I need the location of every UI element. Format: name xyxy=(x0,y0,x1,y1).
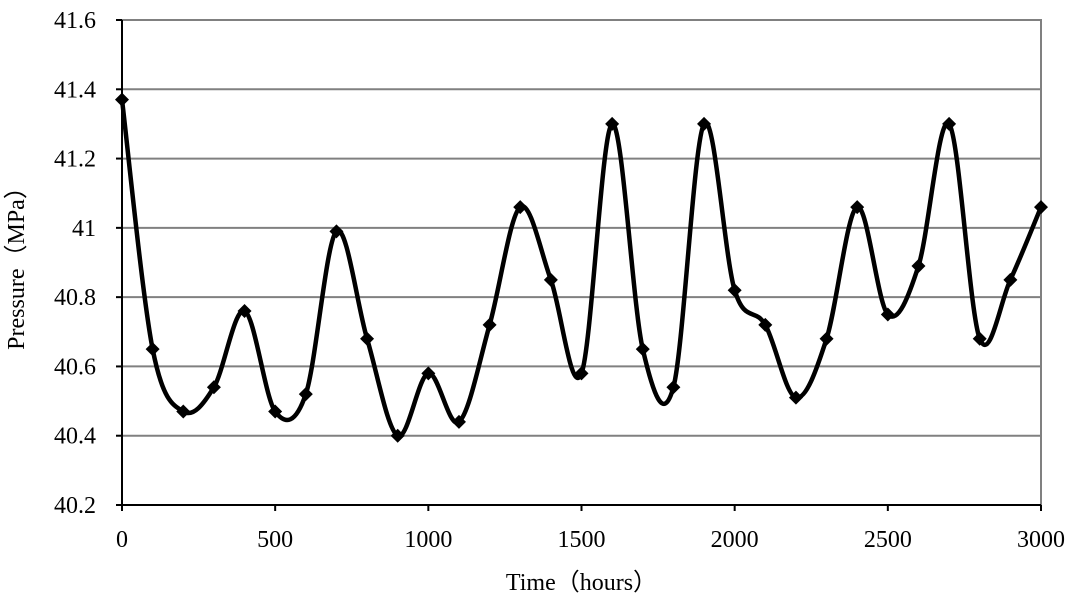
series-line-0 xyxy=(119,99,1044,438)
data-point-0 xyxy=(115,92,129,107)
data-point-13 xyxy=(513,200,528,215)
y-tick-label-2: 40.6 xyxy=(54,354,96,380)
plot-frame xyxy=(121,19,1042,506)
x-tick-label-5: 2500 xyxy=(864,527,912,553)
y-tick-label-6: 41.4 xyxy=(54,77,96,103)
x-axis-title: Time（hours） xyxy=(506,570,657,596)
y-tick-label-0: 40.2 xyxy=(54,493,96,519)
x-tick-label-2: 1000 xyxy=(404,527,452,553)
data-point-21 xyxy=(758,317,773,332)
gridlines xyxy=(122,19,1041,506)
y-axis-title: Pressure（MPa） xyxy=(4,175,30,350)
data-point-17 xyxy=(635,342,650,357)
y-tick-label-4: 41 xyxy=(72,216,96,242)
data-point-16 xyxy=(605,116,620,131)
data-point-26 xyxy=(911,258,926,273)
x-tick-label-0: 0 xyxy=(116,527,128,553)
data-point-24 xyxy=(850,200,865,215)
y-tick-labels: 40.2 40.4 40.6 40.8 41 41.2 41.4 41.6 xyxy=(54,8,96,519)
data-point-30 xyxy=(1034,200,1048,215)
series xyxy=(115,92,1048,443)
x-tick-labels: 0 500 1000 1500 2000 2500 3000 xyxy=(116,527,1065,553)
data-point-4 xyxy=(237,304,252,318)
data-point-1 xyxy=(145,342,160,357)
data-point-5 xyxy=(268,404,283,419)
data-point-12 xyxy=(482,317,497,332)
data-point-28 xyxy=(972,331,987,346)
data-point-19 xyxy=(697,116,712,131)
data-point-10 xyxy=(421,366,436,381)
x-tick-label-6: 3000 xyxy=(1017,527,1065,553)
data-point-15 xyxy=(574,366,589,381)
data-point-18 xyxy=(666,380,681,395)
data-point-6 xyxy=(298,387,313,402)
data-point-9 xyxy=(390,428,405,443)
y-tick-label-7: 41.6 xyxy=(54,8,96,34)
data-point-3 xyxy=(206,380,221,395)
data-point-27 xyxy=(942,116,957,131)
data-point-22 xyxy=(788,390,803,405)
y-tick-label-1: 40.4 xyxy=(54,424,96,450)
x-tick-label-4: 2000 xyxy=(711,527,759,553)
y-tick-label-3: 40.8 xyxy=(54,285,96,311)
data-point-23 xyxy=(819,331,834,346)
x-tick-label-3: 1500 xyxy=(558,527,606,553)
data-point-14 xyxy=(543,272,558,287)
data-point-11 xyxy=(451,414,466,429)
axes xyxy=(116,19,1042,511)
data-point-25 xyxy=(880,307,895,322)
x-tick-label-1: 500 xyxy=(257,527,293,553)
data-point-2 xyxy=(176,404,191,419)
data-point-29 xyxy=(1003,272,1018,287)
data-point-20 xyxy=(727,283,742,298)
y-tick-label-5: 41.2 xyxy=(54,147,96,173)
data-point-7 xyxy=(329,224,344,239)
data-point-8 xyxy=(360,331,375,346)
